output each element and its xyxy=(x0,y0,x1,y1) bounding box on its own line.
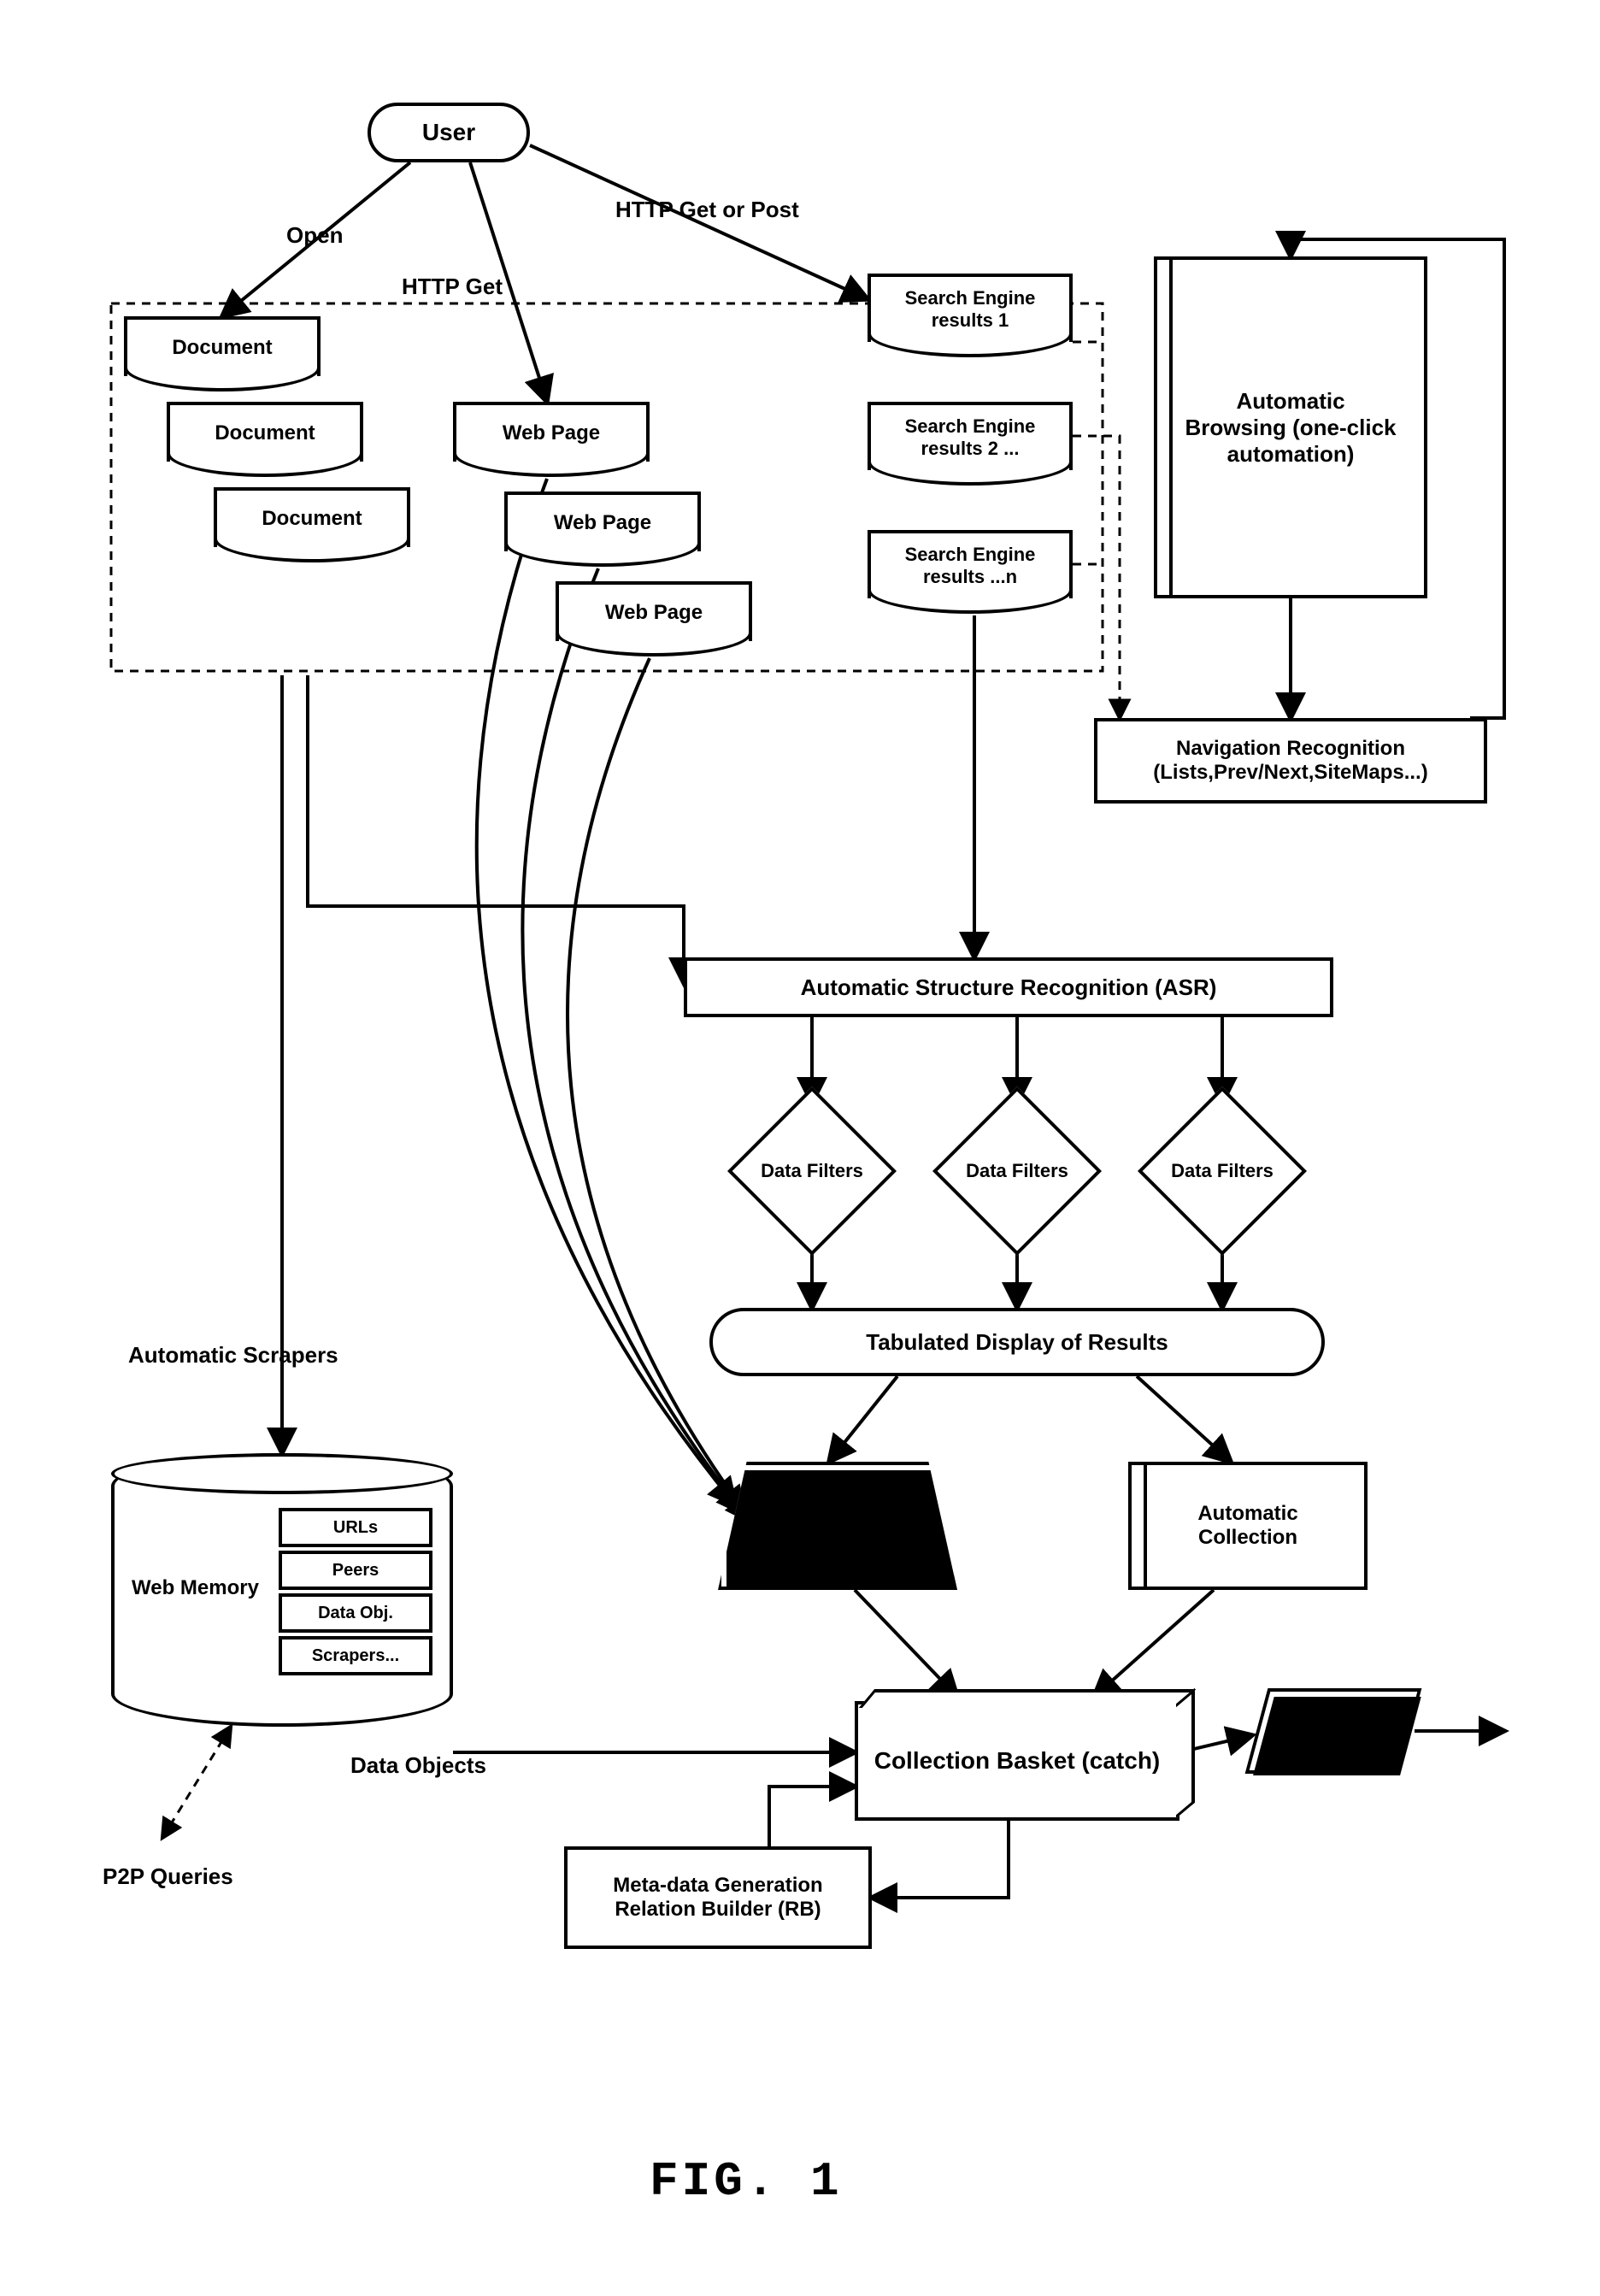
document-2: Document xyxy=(167,402,363,462)
document-3: Document xyxy=(214,487,410,547)
label-p2p: P2P Queries xyxy=(103,1863,233,1890)
webmem-item-dataobj: Data Obj. xyxy=(279,1593,432,1633)
auto-browsing: Automatic Browsing (one-click automation… xyxy=(1154,256,1427,598)
asr-node: Automatic Structure Recognition (ASR) xyxy=(684,957,1333,1017)
search-results-n: Search Engine results ...n xyxy=(868,530,1073,598)
web-memory-label: Web Memory xyxy=(132,1576,259,1600)
data-export: Data Export xyxy=(1245,1688,1422,1774)
auto-collection: Automatic Collection xyxy=(1128,1462,1368,1590)
web-memory: Web Memory URLs Peers Data Obj. Scrapers… xyxy=(111,1453,453,1727)
document-1: Document xyxy=(124,316,321,376)
webmem-item-peers: Peers xyxy=(279,1551,432,1590)
webpage-2: Web Page xyxy=(504,492,701,551)
diagram-canvas: User Document Document Document Web Page… xyxy=(0,0,1600,2296)
metadata-builder: Meta-data Generation Relation Builder (R… xyxy=(564,1846,872,1949)
webmem-item-scrapers: Scrapers... xyxy=(279,1636,432,1675)
data-filter-3: Data Filters xyxy=(1138,1086,1307,1256)
label-httppost: HTTP Get or Post xyxy=(615,197,799,223)
user-node: User xyxy=(368,103,530,162)
user-label: User xyxy=(422,119,475,146)
figure-caption: FIG. 1 xyxy=(650,2154,843,2209)
collection-basket: Collection Basket (catch) xyxy=(855,1701,1179,1821)
data-filter-2: Data Filters xyxy=(932,1086,1102,1256)
search-results-1: Search Engine results 1 xyxy=(868,274,1073,342)
tabulated-display: Tabulated Display of Results xyxy=(709,1308,1325,1376)
label-open: Open xyxy=(286,222,343,249)
search-results-2: Search Engine results 2 ... xyxy=(868,402,1073,470)
webmem-item-urls: URLs xyxy=(279,1508,432,1547)
label-dataobjects: Data Objects xyxy=(350,1752,486,1779)
label-autoscrapers: Automatic Scrapers xyxy=(128,1342,338,1369)
webpage-1: Web Page xyxy=(453,402,650,462)
manual-collection: Manual Collection (Drag & Drop) xyxy=(718,1462,957,1590)
label-httpget: HTTP Get xyxy=(402,274,503,300)
webpage-3: Web Page xyxy=(556,581,752,641)
nav-recognition: Navigation Recognition (Lists,Prev/Next,… xyxy=(1094,718,1487,804)
data-filter-1: Data Filters xyxy=(727,1086,897,1256)
